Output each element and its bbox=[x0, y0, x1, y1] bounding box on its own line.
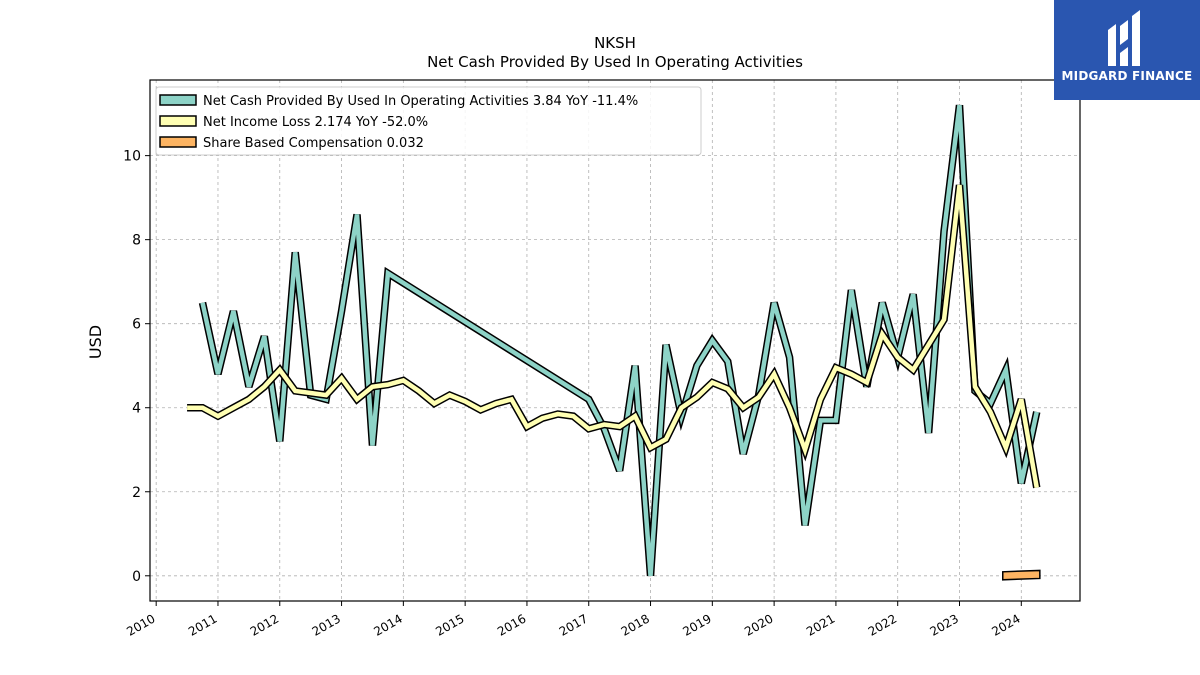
chart-title: NKSH bbox=[594, 34, 636, 52]
x-tick-label: 2022 bbox=[866, 611, 899, 638]
brand-mark-icon bbox=[1102, 8, 1152, 74]
x-tick-label: 2019 bbox=[680, 611, 713, 638]
legend-label-1: Net Income Loss 2.174 YoY -52.0% bbox=[203, 115, 428, 130]
y-tick-label: 2 bbox=[132, 485, 141, 501]
y-axis: 0 2 4 6 8 10 bbox=[123, 149, 150, 585]
series-2-bar bbox=[1002, 569, 1041, 581]
legend-box bbox=[155, 86, 702, 156]
brand-name: MIDGARD FINANCE bbox=[1061, 69, 1193, 83]
series-0-line bbox=[200, 104, 1039, 576]
x-tick-label: 2017 bbox=[557, 611, 590, 638]
legend-swatch-0 bbox=[159, 94, 197, 106]
legend: Net Cash Provided By Used In Operating A… bbox=[155, 86, 702, 156]
legend-label-0: Net Cash Provided By Used In Operating A… bbox=[203, 94, 638, 109]
y-tick-label: 10 bbox=[123, 149, 141, 165]
series-layer bbox=[187, 104, 1041, 581]
y-tick-label: 6 bbox=[132, 317, 141, 333]
legend-label-2: Share Based Compensation 0.032 bbox=[203, 136, 424, 151]
x-tick-label: 2020 bbox=[742, 611, 775, 638]
x-tick-label: 2024 bbox=[989, 611, 1022, 638]
y-axis-label: USD bbox=[86, 325, 105, 359]
legend-swatch-1 bbox=[159, 115, 197, 127]
x-tick-label: 2011 bbox=[186, 611, 219, 638]
brand-logo: MIDGARD FINANCE bbox=[1054, 0, 1200, 100]
x-axis: 2010 2011 2012 2013 2014 2015 2016 2017 2018 2019… bbox=[124, 601, 1023, 639]
x-tick-label: 2021 bbox=[804, 611, 837, 638]
x-tick-label: 2014 bbox=[371, 611, 404, 638]
legend-swatch-2 bbox=[159, 136, 197, 148]
x-tick-label: 2018 bbox=[619, 611, 652, 638]
chart-subtitle: Net Cash Provided By Used In Operating A… bbox=[427, 53, 803, 71]
y-tick-label: 4 bbox=[132, 401, 141, 417]
x-tick-label: 2010 bbox=[124, 611, 157, 638]
x-tick-label: 2023 bbox=[928, 611, 961, 638]
x-tick-label: 2013 bbox=[310, 611, 343, 638]
y-tick-label: 8 bbox=[132, 233, 141, 249]
series-1-line bbox=[187, 184, 1039, 488]
x-tick-label: 2016 bbox=[495, 611, 528, 638]
series-0-outline bbox=[198, 104, 1041, 577]
x-tick-label: 2015 bbox=[433, 611, 466, 638]
x-tick-label: 2012 bbox=[248, 611, 281, 638]
y-tick-label: 0 bbox=[132, 569, 141, 585]
plot-frame bbox=[149, 79, 1081, 602]
